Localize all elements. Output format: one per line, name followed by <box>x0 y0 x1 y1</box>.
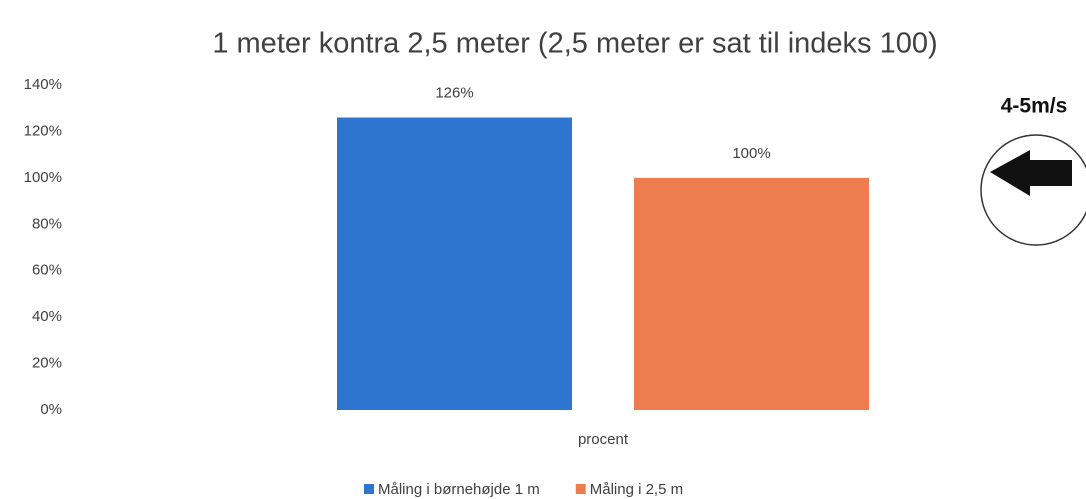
y-tick-label: 20% <box>32 355 62 372</box>
x-tick-label: procent <box>578 431 629 448</box>
y-tick-label: 60% <box>32 262 62 279</box>
y-tick-label: 120% <box>24 122 62 139</box>
data-label: 126% <box>435 84 473 101</box>
legend-label: Måling i 2,5 m <box>590 481 683 498</box>
legend-swatch <box>364 484 374 494</box>
bar <box>634 177 869 410</box>
y-tick-label: 40% <box>32 308 62 325</box>
y-tick-label: 80% <box>32 215 62 232</box>
wind-circle <box>980 134 1086 246</box>
legend-label: Måling i børnehøjde 1 m <box>378 481 540 498</box>
annotation: 4-5m/s <box>1001 95 1068 118</box>
y-tick-label: 140% <box>24 76 62 93</box>
data-label: 100% <box>732 145 770 162</box>
chart-title: 1 meter kontra 2,5 meter (2,5 meter er s… <box>212 28 937 60</box>
y-tick-label: 100% <box>24 169 62 186</box>
wind-indicator <box>980 134 1086 246</box>
wind-arrow <box>990 150 1072 196</box>
bar <box>337 117 572 410</box>
y-tick-label: 0% <box>40 401 62 418</box>
legend-swatch <box>575 484 586 494</box>
